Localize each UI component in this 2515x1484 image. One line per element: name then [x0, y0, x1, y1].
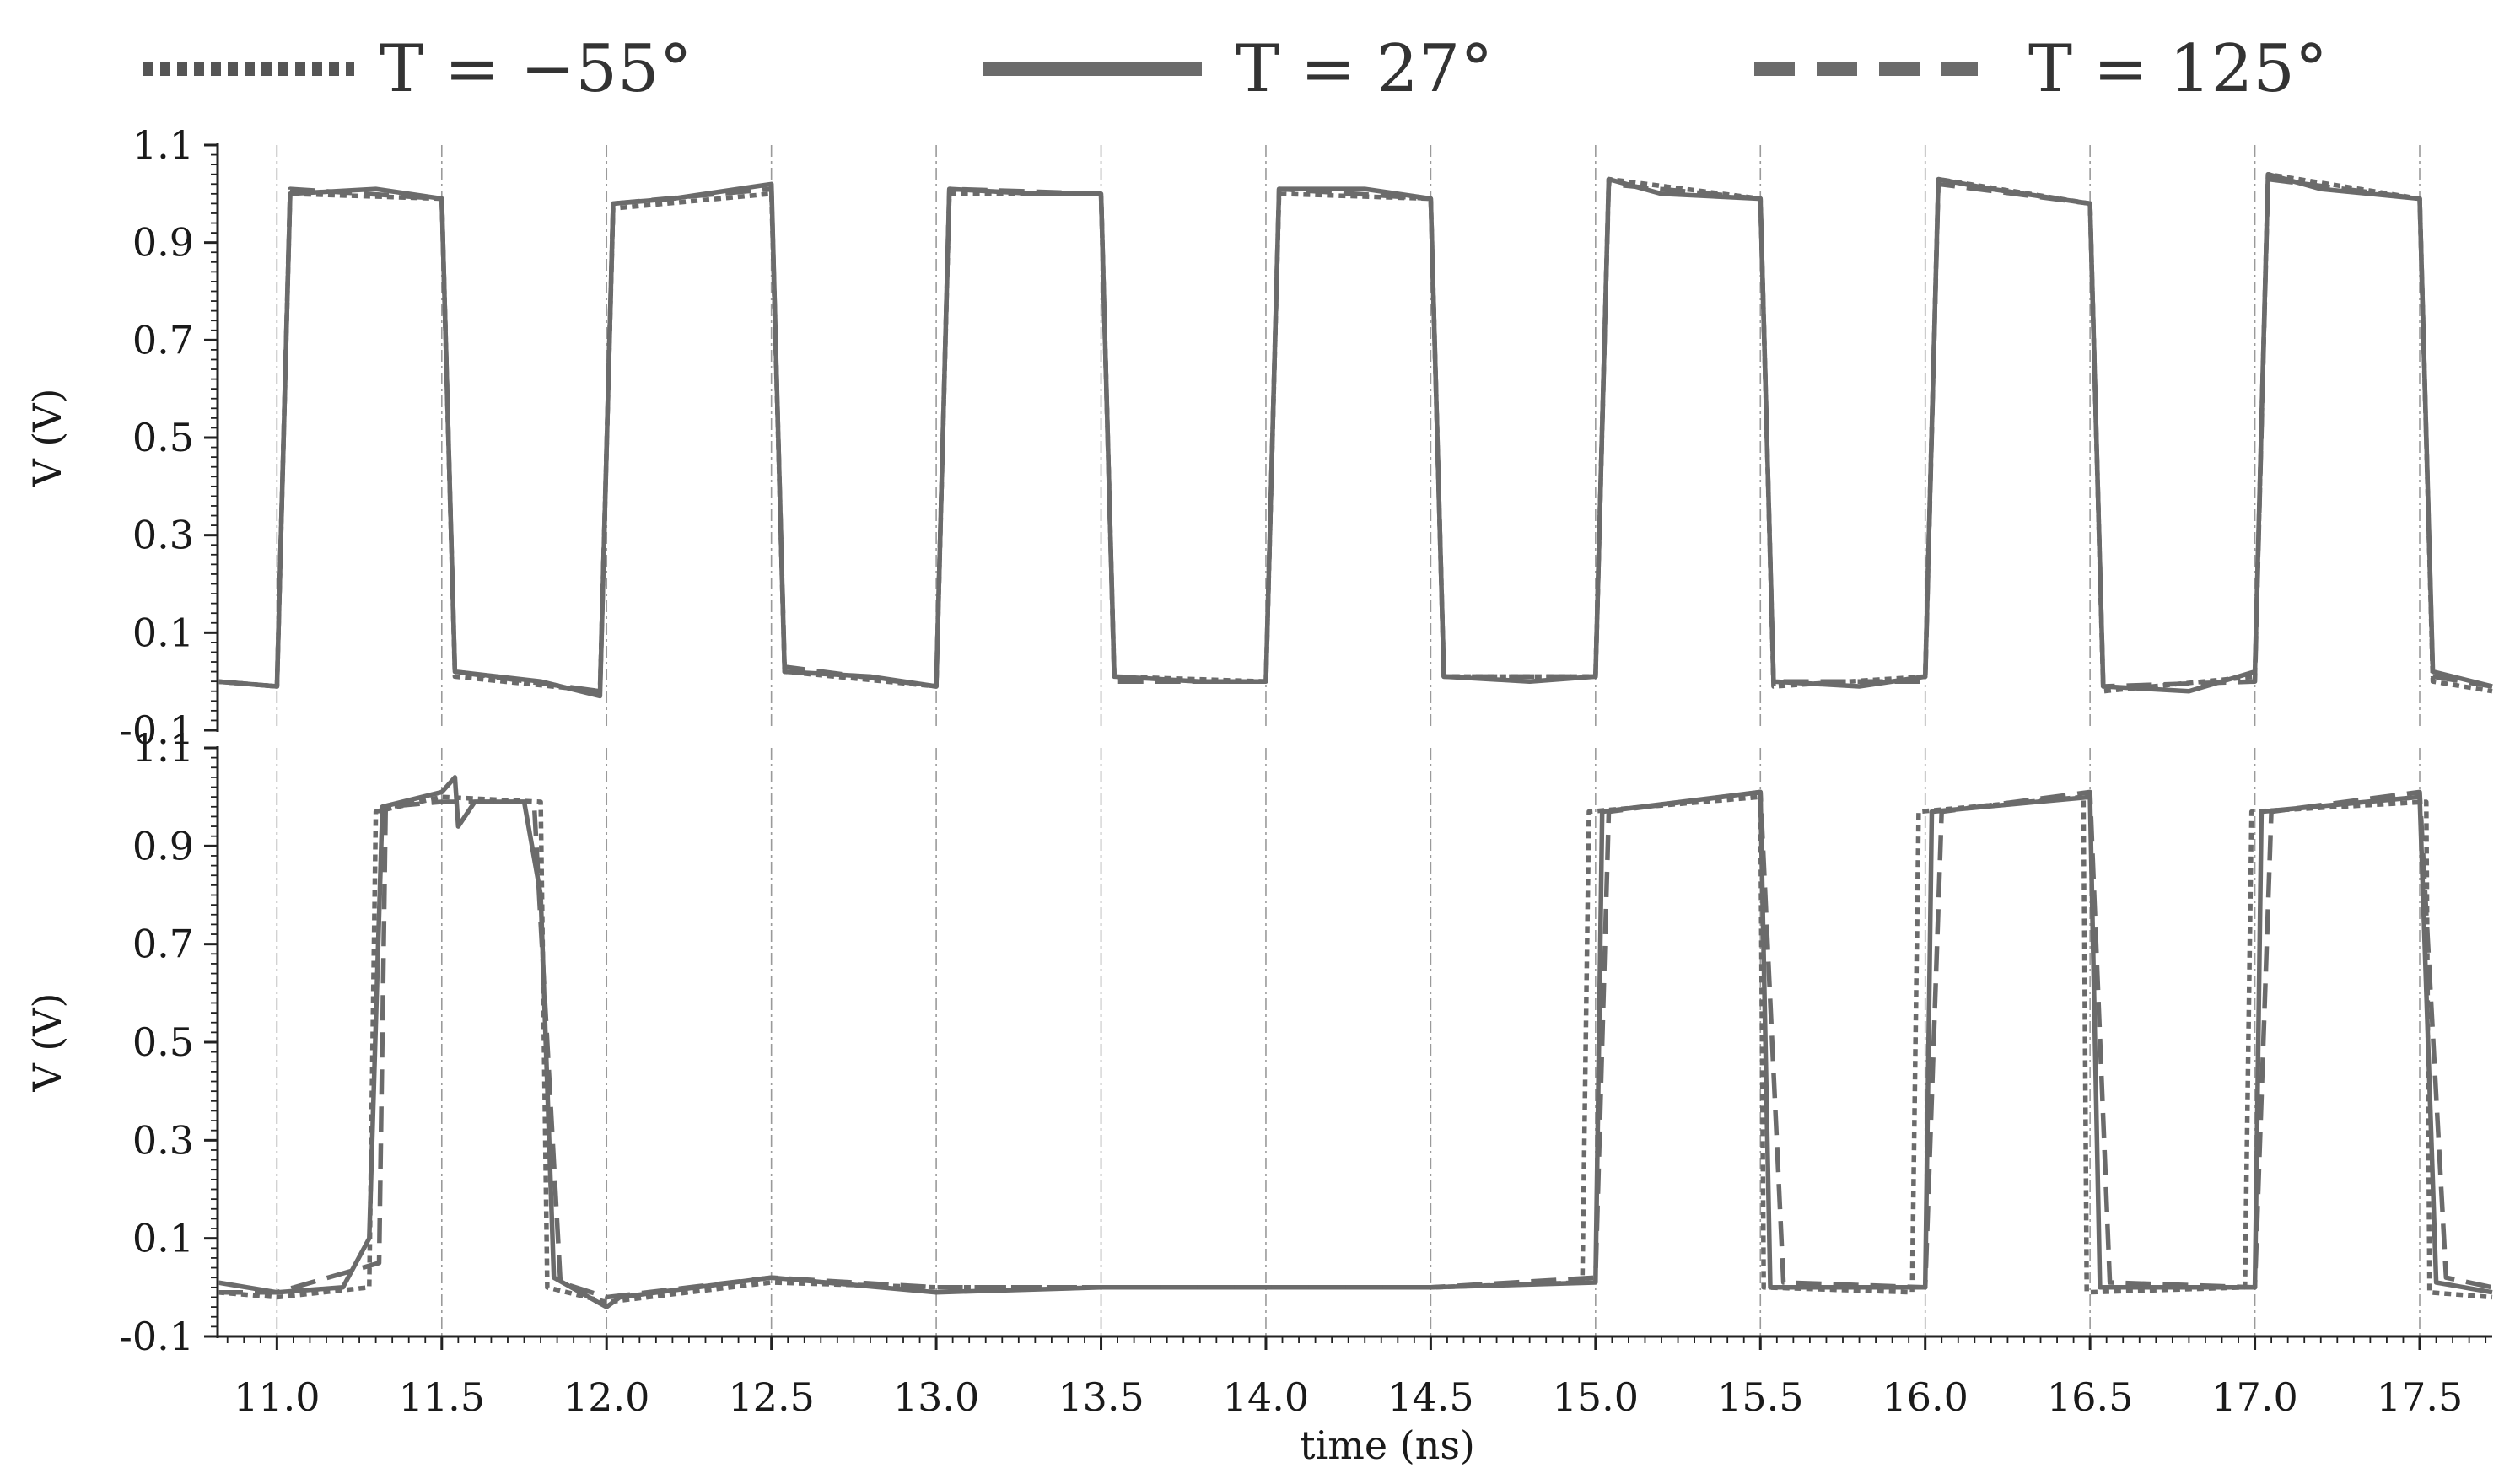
x-tick-label-12: 17.0	[2211, 1374, 2297, 1420]
x-tick-label-1: 11.5	[399, 1374, 485, 1420]
y-tick-label-top-4: 0.7	[132, 317, 194, 363]
y-tick-label-bottom-6: 1.1	[132, 725, 194, 771]
legend-label-125: T = 125°	[2028, 31, 2328, 107]
chart-legend: T = −55° T = 27° T = 125°	[143, 31, 2328, 107]
series-line-top-dotted	[218, 171, 2493, 694]
y-tick-label-top-5: 0.9	[132, 220, 194, 266]
y-tick-label-top-0: -0.1	[119, 707, 194, 753]
x-tick-label-4: 13.0	[893, 1374, 979, 1420]
series-line-bottom-solid	[218, 775, 2493, 1309]
y-tick-label-top-1: 0.1	[132, 610, 194, 655]
bottom-panel: -0.1 0.1 0.3 0.5 0.7 0.9 1.1 V (V)	[24, 725, 2493, 1359]
y-tick-label-bottom-3: 0.5	[132, 1019, 194, 1065]
y-tick-label-top-3: 0.5	[132, 415, 194, 460]
x-tick-label-11: 16.5	[2047, 1374, 2133, 1420]
legend-label-minus55: T = −55°	[380, 31, 692, 107]
y-axis-label-top: V (V)	[24, 389, 70, 488]
y-tick-label-bottom-5: 0.9	[132, 823, 194, 868]
x-tick-label-9: 15.5	[1717, 1374, 1803, 1420]
x-tick-label-6: 14.0	[1223, 1374, 1309, 1420]
x-tick-label-10: 16.0	[1882, 1374, 1968, 1420]
x-axis: 11.0 11.5 12.0 12.5 13.0 13.5 14.0 14.5 15.0 15.5…	[216, 1335, 2492, 1420]
x-tick-label-5: 13.5	[1058, 1374, 1144, 1420]
x-tick-label-8: 15.0	[1553, 1374, 1639, 1420]
series-line-top-solid	[218, 171, 2493, 699]
series-line-top-dashed	[218, 176, 2493, 694]
x-tick-label-13: 17.5	[2377, 1374, 2463, 1420]
y-axis-label-bottom: V (V)	[24, 993, 70, 1093]
x-axis-label: time (ns)	[1300, 1422, 1475, 1468]
x-tick-label-3: 12.5	[728, 1374, 814, 1420]
y-tick-label-top-2: 0.3	[132, 513, 194, 558]
series-line-bottom-dashed	[218, 789, 2493, 1300]
y-tick-label-top-6: 1.1	[132, 122, 194, 168]
y-tick-label-bottom-2: 0.3	[132, 1117, 194, 1163]
top-panel: -0.1 0.1 0.3 0.5 0.7 0.9 1.1 V (V)	[24, 122, 2493, 753]
legend-label-27: T = 27°	[1236, 31, 1493, 107]
x-tick-label-2: 12.0	[563, 1374, 649, 1420]
y-tick-label-bottom-4: 0.7	[132, 922, 194, 967]
y-tick-label-bottom-0: -0.1	[119, 1314, 194, 1359]
y-tick-label-bottom-1: 0.1	[132, 1216, 194, 1261]
x-tick-label-0: 11.0	[234, 1374, 320, 1420]
x-tick-label-7: 14.5	[1387, 1374, 1473, 1420]
